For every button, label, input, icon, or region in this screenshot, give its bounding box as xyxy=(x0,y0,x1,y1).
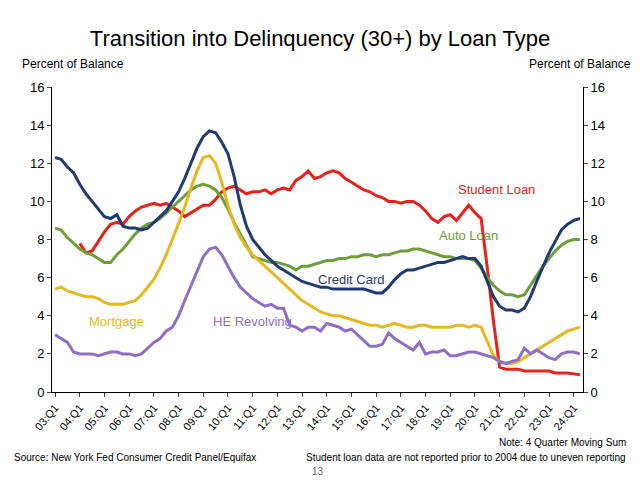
svg-text:6: 6 xyxy=(591,270,598,285)
svg-text:14: 14 xyxy=(30,118,44,133)
svg-text:13: 13 xyxy=(312,466,324,477)
svg-text:04:Q1: 04:Q1 xyxy=(57,402,85,433)
svg-text:03:Q1: 03:Q1 xyxy=(32,402,60,433)
svg-text:Percent of Balance: Percent of Balance xyxy=(22,57,124,71)
svg-text:HE Revolving: HE Revolving xyxy=(213,314,292,329)
svg-text:Student Loan: Student Loan xyxy=(458,182,535,197)
svg-text:12: 12 xyxy=(30,156,44,171)
svg-text:0: 0 xyxy=(591,385,598,400)
svg-text:Source: New York Fed Consumer: Source: New York Fed Consumer Credit Pan… xyxy=(14,452,256,463)
svg-text:20:Q1: 20:Q1 xyxy=(452,402,480,433)
svg-text:16:Q1: 16:Q1 xyxy=(353,402,381,433)
svg-text:6: 6 xyxy=(37,270,44,285)
svg-text:Percent of Balance: Percent of Balance xyxy=(529,57,631,71)
svg-text:05:Q1: 05:Q1 xyxy=(82,402,110,433)
svg-text:Credit Card: Credit Card xyxy=(318,272,384,287)
svg-text:Auto Loan: Auto Loan xyxy=(439,228,498,243)
svg-text:Student loan data are not repo: Student loan data are not reported prior… xyxy=(306,452,626,463)
svg-text:10: 10 xyxy=(30,194,44,209)
svg-text:12: 12 xyxy=(591,156,605,171)
svg-text:18:Q1: 18:Q1 xyxy=(403,402,431,433)
svg-text:16: 16 xyxy=(30,80,44,95)
svg-text:21:Q1: 21:Q1 xyxy=(477,402,505,433)
svg-text:14:Q1: 14:Q1 xyxy=(304,402,332,433)
svg-text:13:Q1: 13:Q1 xyxy=(279,402,307,433)
svg-text:2: 2 xyxy=(37,346,44,361)
svg-text:4: 4 xyxy=(591,308,598,323)
svg-text:2: 2 xyxy=(591,346,598,361)
svg-text:07:Q1: 07:Q1 xyxy=(131,402,159,433)
svg-text:8: 8 xyxy=(37,232,44,247)
svg-text:14: 14 xyxy=(591,118,605,133)
svg-text:15:Q1: 15:Q1 xyxy=(329,402,357,433)
svg-text:09:Q1: 09:Q1 xyxy=(181,402,209,433)
svg-text:17:Q1: 17:Q1 xyxy=(378,402,406,433)
svg-text:16: 16 xyxy=(591,80,605,95)
svg-text:Mortgage: Mortgage xyxy=(89,314,144,329)
svg-text:12:Q1: 12:Q1 xyxy=(255,402,283,433)
svg-text:11:Q1: 11:Q1 xyxy=(230,402,258,432)
svg-text:19:Q1: 19:Q1 xyxy=(428,402,456,433)
svg-text:24:Q1: 24:Q1 xyxy=(551,402,579,433)
svg-text:10: 10 xyxy=(591,194,605,209)
svg-text:22:Q1: 22:Q1 xyxy=(502,402,530,433)
svg-text:10:Q1: 10:Q1 xyxy=(205,402,233,433)
svg-text:Note: 4 Quarter Moving Sum: Note: 4 Quarter Moving Sum xyxy=(499,437,626,448)
svg-text:08:Q1: 08:Q1 xyxy=(156,402,184,433)
svg-text:8: 8 xyxy=(591,232,598,247)
svg-text:23:Q1: 23:Q1 xyxy=(526,402,554,433)
svg-text:0: 0 xyxy=(37,385,44,400)
svg-text:06:Q1: 06:Q1 xyxy=(106,402,134,433)
svg-text:4: 4 xyxy=(37,308,44,323)
svg-text:Transition into Delinquency (3: Transition into Delinquency (30+) by Loa… xyxy=(90,26,550,51)
